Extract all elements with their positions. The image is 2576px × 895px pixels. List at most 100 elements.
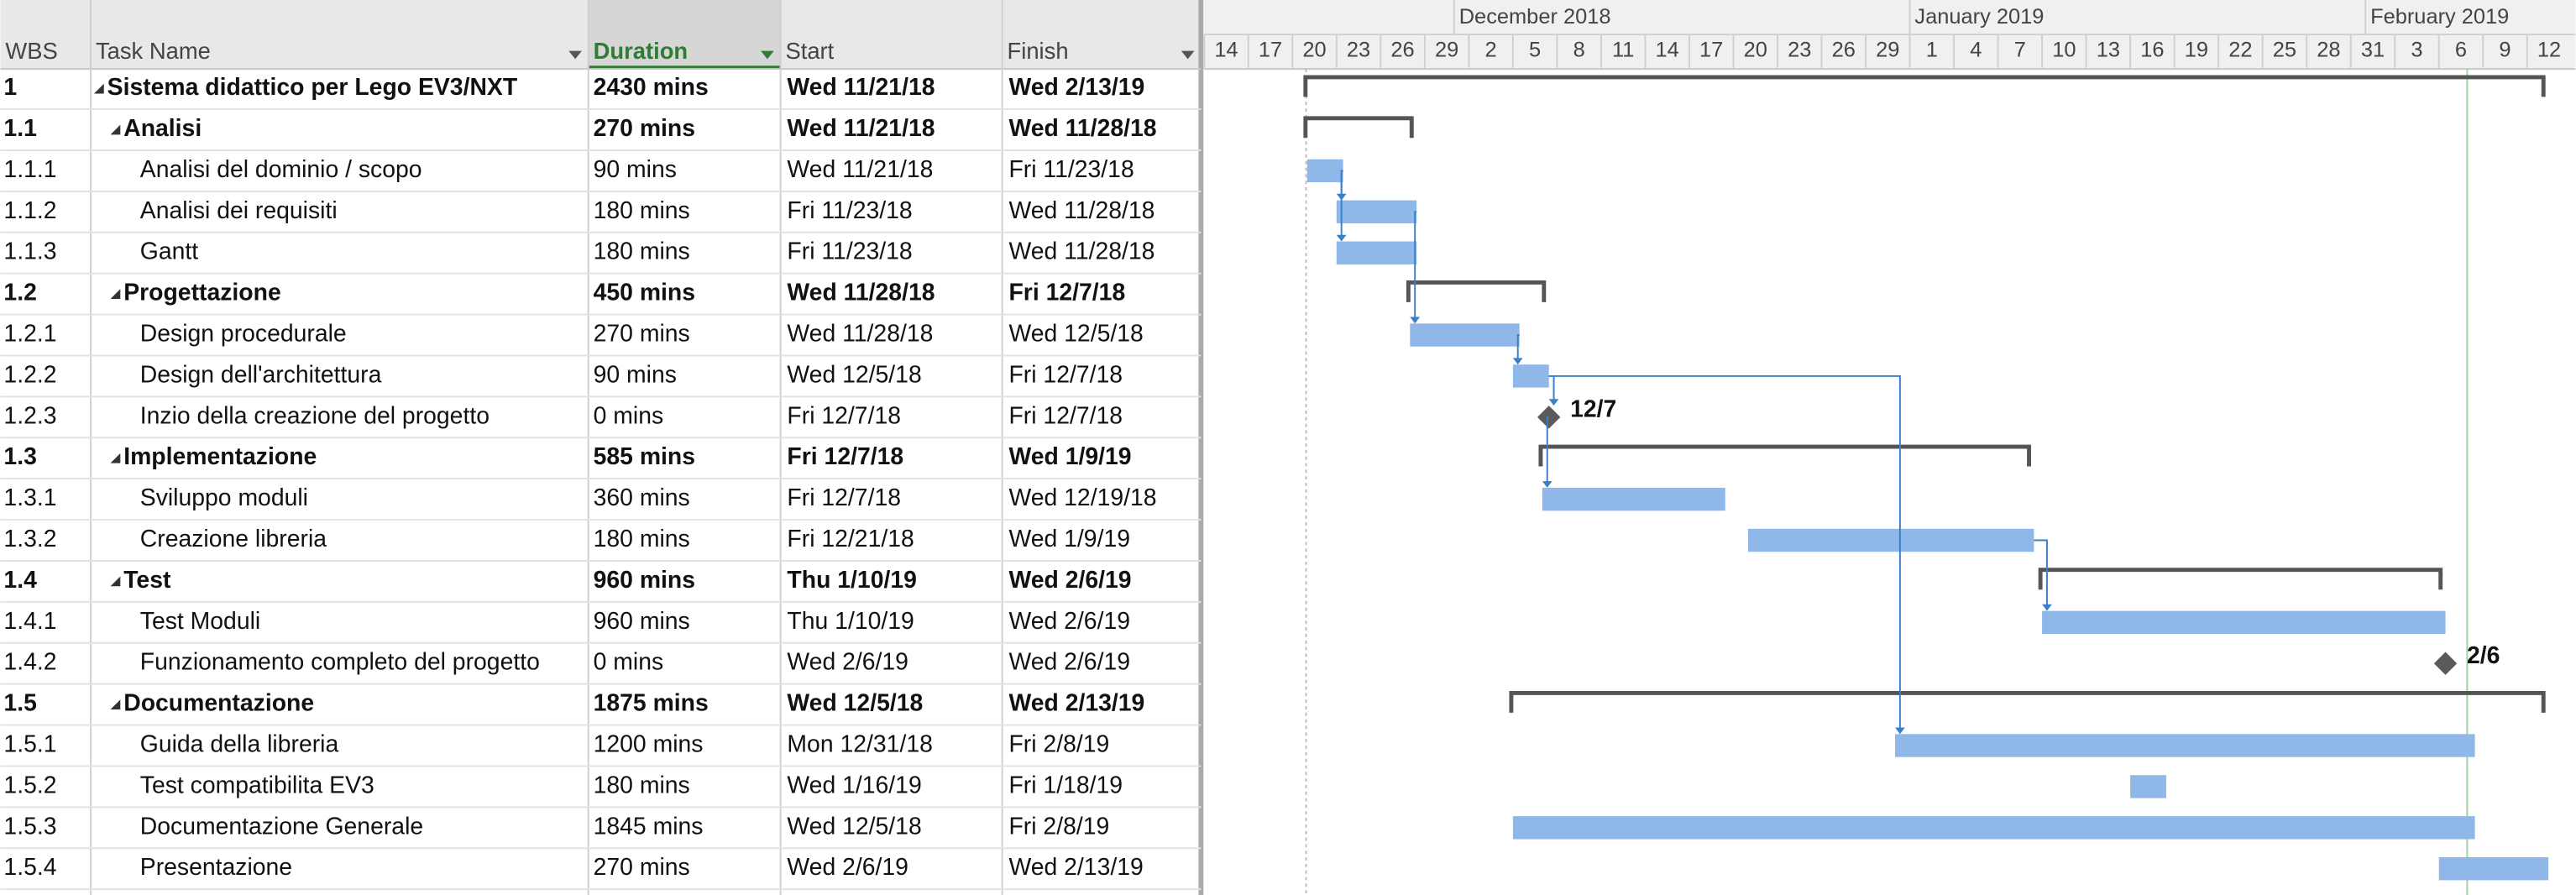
column-header[interactable]: Duration [594,38,689,64]
task-bar[interactable] [2438,857,2549,881]
duration: 90 mins [594,156,677,183]
task-bar[interactable] [2042,610,2446,635]
day-label: 4 [1970,38,1982,61]
summary-bar[interactable] [1303,116,1414,139]
month-label: January 2019 [1914,5,2044,29]
finish: Wed 11/28/18 [1008,197,1154,224]
milestone[interactable] [2433,652,2458,675]
task-bar[interactable] [1336,200,1417,224]
task-name[interactable]: Gantt [140,238,198,265]
day-label: 20 [1302,38,1326,61]
task-name[interactable]: Analisi del dominio / scopo [140,156,422,183]
summary-bar[interactable] [1406,280,1547,302]
task-bar[interactable] [1512,816,2475,840]
task-name[interactable]: Analisi dei requisiti [140,197,338,224]
wbs: 1.2 [3,280,36,306]
finish: Wed 11/28/18 [1008,115,1156,142]
wbs: 1.4.2 [3,649,56,676]
task-name[interactable]: Documentazione Generale [140,813,423,840]
summary-bar[interactable] [2038,568,2443,590]
day-label: 16 [2140,38,2164,61]
task-name[interactable]: Presentazione [140,854,292,881]
start: Thu 1/10/19 [787,608,914,635]
filter-arrow[interactable] [1181,50,1195,60]
task-bar[interactable] [1306,159,1343,183]
task-name[interactable]: Sviluppo moduli [140,484,308,511]
finish: Wed 1/9/19 [1008,526,1130,552]
start: Thu 1/10/19 [787,567,916,594]
day-label: 10 [2052,38,2076,61]
finish: Wed 2/13/19 [1008,74,1144,101]
duration: 180 mins [594,526,690,552]
collapse-toggle[interactable] [110,699,121,709]
task-bar[interactable] [1336,241,1417,264]
task-name[interactable]: Test compatibilita EV3 [140,772,374,798]
task-name[interactable]: Test [123,567,171,594]
wbs: 1.5.3 [3,813,56,840]
summary-bar[interactable] [1538,444,2031,467]
task-name[interactable]: Analisi [123,115,202,142]
finish: Fri 12/7/18 [1008,361,1123,388]
link-arrow [1542,481,1552,488]
collapse-toggle[interactable] [110,289,121,299]
wbs: 1.5 [3,690,36,717]
task-bar[interactable] [1747,528,2034,552]
filter-arrow[interactable] [761,50,774,60]
collapse-toggle[interactable] [94,83,104,94]
day-label: 17 [1259,38,1282,61]
task-bar[interactable] [1410,323,1520,347]
day-label: 9 [2499,38,2511,61]
summary-bar[interactable] [1509,690,2546,713]
task-name[interactable]: Design dell'architettura [140,361,382,388]
start: Fri 12/7/18 [787,402,901,429]
column-header[interactable]: WBS [5,38,57,64]
column-header[interactable]: Task Name [96,38,211,64]
start: Wed 12/5/18 [787,690,923,717]
day-label: 22 [2228,38,2252,61]
wbs: 1 [3,74,17,101]
dependency-link [1516,334,1520,362]
task-name[interactable]: Guida della libreria [140,730,339,757]
summary-bar[interactable] [1303,75,2546,97]
start: Fri 12/21/18 [787,526,914,552]
finish: Wed 12/5/18 [1008,321,1143,348]
duration: 180 mins [594,772,690,798]
column-header[interactable]: Finish [1008,38,1069,64]
wbs: 1.2.2 [3,361,56,388]
start: Fri 11/23/18 [787,238,912,265]
collapse-toggle[interactable] [110,124,121,135]
task-name[interactable]: Implementazione [123,443,317,470]
start: Wed 2/6/19 [787,649,908,676]
filter-arrow[interactable] [568,50,582,60]
task-name[interactable]: Test Moduli [140,608,260,635]
wbs: 1.1.1 [3,156,56,183]
wbs: 1.2.3 [3,402,56,429]
start: Wed 12/5/18 [787,361,921,388]
start: Wed 11/28/18 [787,321,933,348]
task-name[interactable]: Design procedurale [140,321,347,348]
task-bar[interactable] [1895,734,2475,757]
collapse-toggle[interactable] [110,453,121,463]
day-label: 19 [2185,38,2208,61]
wbs: 1.4 [3,567,37,594]
task-bar[interactable] [1512,364,1549,388]
task-name[interactable]: Funzionamento completo del progetto [140,649,540,676]
task-name[interactable]: Inzio della creazione del progetto [140,402,490,429]
start: Wed 2/6/19 [787,854,908,881]
task-name[interactable]: Sistema didattico per Lego EV3/NXT [107,74,518,101]
column-header[interactable]: Start [785,38,834,64]
task-bar[interactable] [1542,487,1725,511]
collapse-toggle[interactable] [110,576,121,587]
milestone-label: 2/6 [2467,642,2500,669]
task-name[interactable]: Creazione libreria [140,526,327,552]
duration: 450 mins [594,280,695,306]
day-label: 8 [1573,38,1585,61]
task-name[interactable]: Documentazione [123,690,314,717]
task-bar[interactable] [2130,775,2166,798]
duration: 1845 mins [594,813,704,840]
day-label: 23 [1347,38,1370,61]
day-label: 29 [1876,38,1899,61]
wbs: 1.5.2 [3,772,56,798]
task-name[interactable]: Progettazione [123,280,281,306]
